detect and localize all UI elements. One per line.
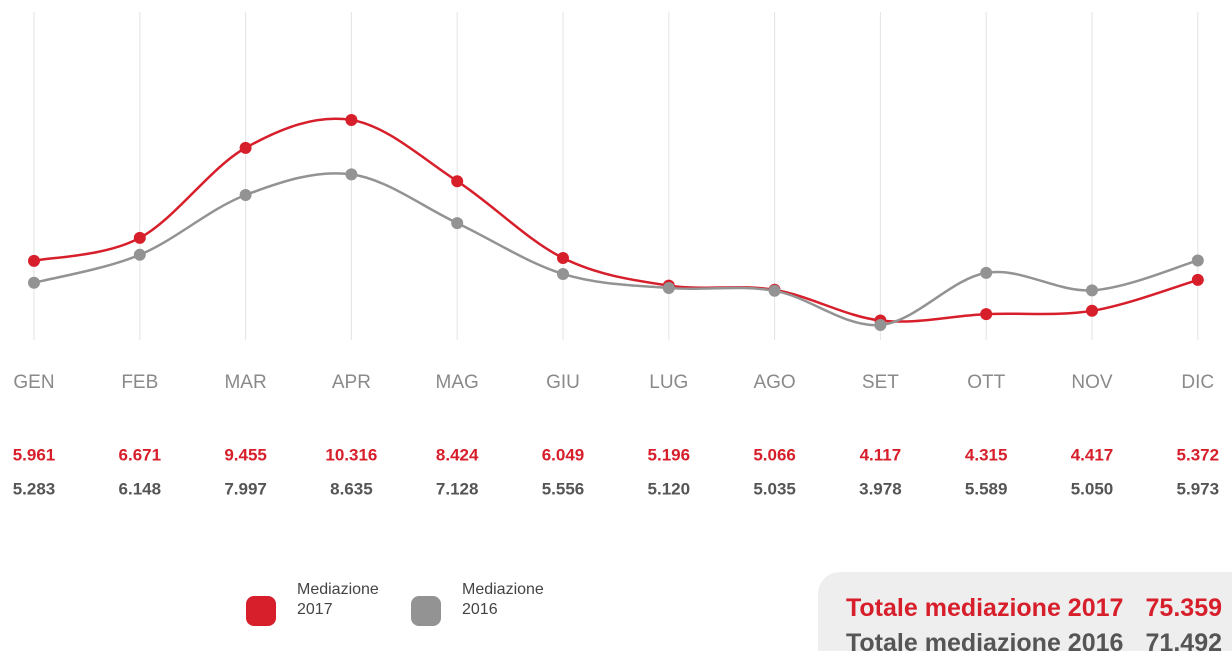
x-tick-label: MAR bbox=[224, 372, 266, 393]
series-line bbox=[33, 117, 1199, 323]
x-tick-label: SET bbox=[862, 372, 899, 393]
value-label: 5.973 bbox=[1177, 479, 1220, 498]
value-label: 5.035 bbox=[753, 479, 796, 498]
data-point bbox=[980, 266, 993, 279]
data-point bbox=[1086, 284, 1098, 297]
x-tick-label: GIU bbox=[546, 372, 580, 393]
data-point bbox=[662, 282, 675, 295]
value-label: 4.315 bbox=[965, 445, 1008, 464]
value-label: 10.316 bbox=[325, 445, 377, 464]
value-label: 6.671 bbox=[119, 445, 162, 464]
value-label: 5.050 bbox=[1071, 479, 1114, 498]
value-label: 6.148 bbox=[119, 479, 162, 498]
data-point bbox=[451, 217, 464, 230]
x-tick-label: AGO bbox=[753, 372, 795, 393]
value-label: 5.961 bbox=[13, 445, 56, 464]
data-point bbox=[1191, 254, 1204, 267]
value-label: 5.556 bbox=[542, 479, 585, 498]
data-point bbox=[1191, 273, 1204, 286]
x-tick-label: DIC bbox=[1181, 372, 1214, 393]
x-tick-label: GEN bbox=[13, 372, 54, 393]
value-label: 4.117 bbox=[860, 445, 902, 464]
legend-swatch bbox=[246, 596, 276, 626]
data-point bbox=[980, 308, 993, 321]
value-label: 5.372 bbox=[1177, 445, 1220, 464]
data-point bbox=[345, 168, 358, 181]
value-label: 7.128 bbox=[436, 479, 479, 498]
data-point bbox=[874, 319, 887, 331]
data-point bbox=[133, 248, 146, 261]
legend-label: Mediazione 2016 bbox=[462, 581, 544, 618]
total-value: 71.492 bbox=[1145, 629, 1222, 651]
total-row: Totale mediazione 2016 71.492 bbox=[846, 629, 1222, 651]
totals-box: Totale mediazione 2017 75.359 Totale media… bbox=[818, 572, 1232, 651]
value-label: 8.635 bbox=[330, 479, 373, 498]
value-label: 5.283 bbox=[13, 479, 56, 498]
total-value: 75.359 bbox=[1145, 594, 1222, 622]
data-point bbox=[239, 189, 252, 202]
value-label: 7.997 bbox=[224, 479, 267, 498]
x-tick-label: APR bbox=[332, 372, 371, 393]
value-label: 9.455 bbox=[224, 445, 267, 464]
legend-swatch bbox=[411, 596, 441, 626]
data-point bbox=[345, 114, 358, 126]
data-point bbox=[28, 254, 40, 267]
chart: GEN FEB MAR APR MAG GIU LUG AGO SET OTT NOV DIC 5.96… bbox=[13, 12, 1220, 498]
value-label: 3.978 bbox=[859, 479, 902, 498]
data-point bbox=[768, 284, 781, 297]
data-point bbox=[239, 141, 252, 154]
data-point bbox=[133, 231, 146, 244]
data-point bbox=[1086, 304, 1098, 317]
value-label: 5.589 bbox=[965, 479, 1008, 498]
x-tick-label: OTT bbox=[967, 372, 1005, 393]
value-label: 5.120 bbox=[648, 479, 691, 498]
series-line bbox=[33, 172, 1199, 327]
x-tick-label: MAG bbox=[436, 372, 479, 393]
x-tick-label: NOV bbox=[1071, 372, 1113, 393]
total-row: Totale mediazione 2017 75.359 bbox=[846, 594, 1222, 623]
data-point bbox=[557, 267, 569, 280]
data-point bbox=[28, 276, 40, 289]
value-label: 5.066 bbox=[753, 445, 796, 464]
data-point bbox=[557, 252, 569, 265]
x-tick-label: LUG bbox=[649, 372, 688, 393]
value-label: 8.424 bbox=[436, 445, 479, 464]
legend-label: Mediazione 2017 bbox=[297, 581, 379, 618]
value-label: 4.417 bbox=[1071, 445, 1114, 464]
total-label: Totale mediazione 2016 bbox=[846, 629, 1124, 651]
data-point bbox=[451, 175, 464, 188]
total-label: Totale mediazione 2017 bbox=[846, 594, 1124, 622]
x-tick-label: FEB bbox=[121, 372, 158, 393]
value-label: 6.049 bbox=[542, 445, 585, 464]
value-label: 5.196 bbox=[648, 445, 691, 464]
